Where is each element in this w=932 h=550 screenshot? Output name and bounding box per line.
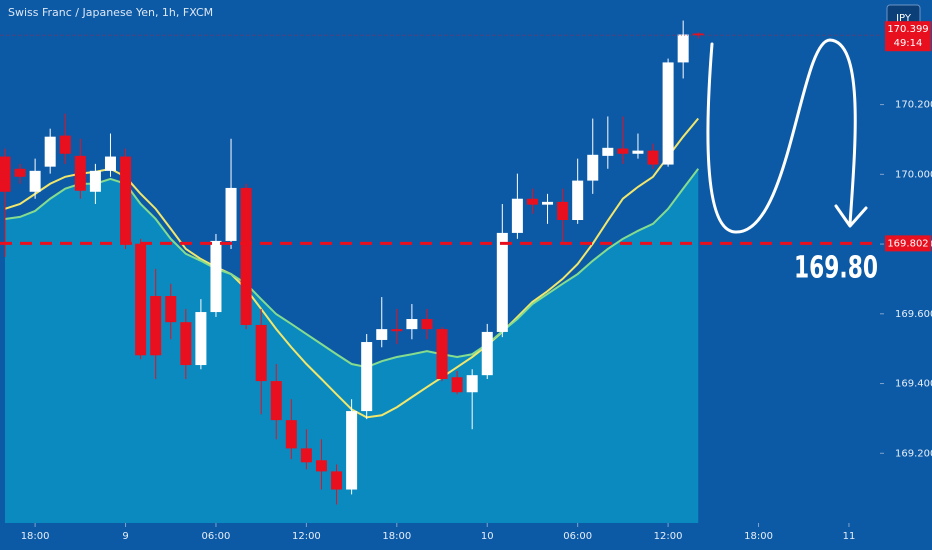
candle-body — [0, 156, 11, 192]
x-tick-label: 18:00 — [21, 531, 50, 542]
candle-body — [315, 460, 327, 472]
candle-body — [587, 154, 599, 181]
candle-body — [677, 34, 689, 63]
candle-body — [662, 62, 674, 165]
candle-body — [421, 319, 433, 330]
candle-body — [59, 135, 71, 154]
candle-body — [255, 324, 267, 382]
candle-body — [602, 147, 614, 156]
candle-body — [150, 296, 162, 356]
candle-body — [104, 156, 116, 171]
last-price-tag — [885, 21, 931, 52]
candle-body — [466, 375, 478, 393]
y-tick-label: 169.200 — [895, 448, 932, 459]
candle-body — [225, 187, 237, 241]
candle-body — [526, 198, 538, 205]
candle-body — [692, 33, 704, 36]
candle-body — [89, 170, 101, 192]
y-tick-label: 170.200 — [895, 100, 932, 111]
y-tick-label: 170.000 — [895, 169, 932, 180]
candle-body — [331, 471, 343, 490]
annotation: 169.80 — [794, 251, 878, 286]
y-tick-label: 169.400 — [895, 379, 932, 390]
candle-body — [44, 136, 56, 167]
x-tick-label: 06:00 — [563, 531, 592, 542]
candle-body — [542, 201, 554, 205]
candle-body — [496, 232, 508, 332]
candle-body — [240, 187, 252, 325]
candle-body — [210, 240, 222, 313]
candle-body — [406, 319, 418, 330]
candle-body — [451, 377, 463, 393]
candle-body — [285, 420, 297, 449]
x-tick-label: 06:00 — [202, 531, 231, 542]
candle-body — [165, 296, 177, 323]
candle-body — [617, 148, 629, 154]
candle-body — [557, 201, 569, 221]
candle-body — [572, 180, 584, 221]
plot-area — [0, 20, 704, 523]
candle-body — [647, 150, 659, 165]
candle-body — [74, 155, 86, 191]
x-tick-label: 18:00 — [382, 531, 411, 542]
candle-body — [346, 411, 358, 490]
x-tick-label: 11 — [843, 531, 856, 542]
last-price-label: 170.399 — [887, 24, 928, 35]
candle-body — [14, 168, 26, 177]
x-tick-label: 12:00 — [654, 531, 683, 542]
countdown: 49:14 — [894, 38, 923, 49]
candle-body — [481, 331, 493, 376]
level-label: 169.802 — [887, 238, 928, 249]
x-tick-label: 9 — [122, 531, 128, 542]
chart-title: Swiss Franc / Japanese Yen, 1h, FXCM — [8, 6, 213, 19]
candle-body — [511, 198, 523, 233]
candle-body — [180, 322, 192, 366]
candle-body — [300, 448, 312, 463]
candle-body — [270, 381, 282, 421]
y-tick-label: 169.600 — [895, 309, 932, 320]
candle-body — [195, 312, 207, 366]
x-tick-label: 12:00 — [292, 531, 321, 542]
candle-body — [632, 150, 644, 154]
candle-body — [391, 329, 403, 332]
x-tick-label: 10 — [481, 531, 494, 542]
candle-body — [436, 329, 448, 380]
level-tag — [885, 235, 931, 252]
candle-body — [361, 342, 373, 412]
candle-body — [135, 243, 147, 356]
candle-body — [120, 156, 132, 242]
ma-area — [4, 168, 699, 523]
candle-body — [376, 329, 388, 340]
currency-label[interactable]: JPY — [895, 13, 912, 24]
candle-body — [29, 170, 41, 192]
x-tick-label: 18:00 — [744, 531, 773, 542]
forecast-arrow — [706, 38, 868, 234]
